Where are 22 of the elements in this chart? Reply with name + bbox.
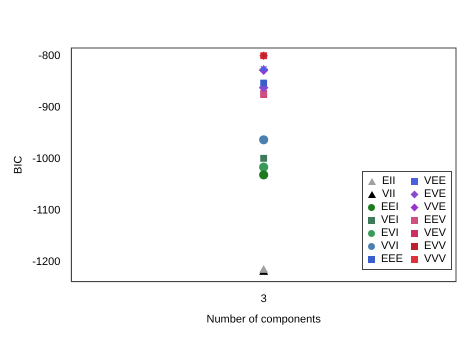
y-tick-label: -900 [38, 101, 60, 114]
y-tick-label: -1200 [32, 256, 60, 268]
legend-label: VII [382, 188, 396, 201]
legend-label: VVV [424, 253, 446, 266]
legend-label: EEV [424, 214, 446, 227]
y-tick-label: -800 [38, 50, 60, 62]
legend-label: EVI [380, 227, 399, 240]
legend-label: VVI [380, 240, 399, 253]
y-axis-title: BIC [12, 156, 25, 174]
legend-label: VVE [424, 201, 446, 214]
legend-label: VEV [424, 227, 446, 240]
legend-label: EII [382, 175, 396, 188]
legend-label: EEE [380, 253, 403, 266]
x-axis-title: Number of components [206, 313, 322, 326]
legend-label: EVV [424, 240, 446, 253]
legend-label: EEI [380, 201, 399, 214]
legend-label: VEE [424, 175, 446, 188]
y-tick-label: -1100 [33, 204, 60, 216]
legend-label: VEI [380, 214, 399, 227]
y-tick-label: -1000 [32, 152, 60, 165]
x-tick-label: 3 [260, 293, 267, 306]
legend-label: EVE [424, 188, 446, 201]
